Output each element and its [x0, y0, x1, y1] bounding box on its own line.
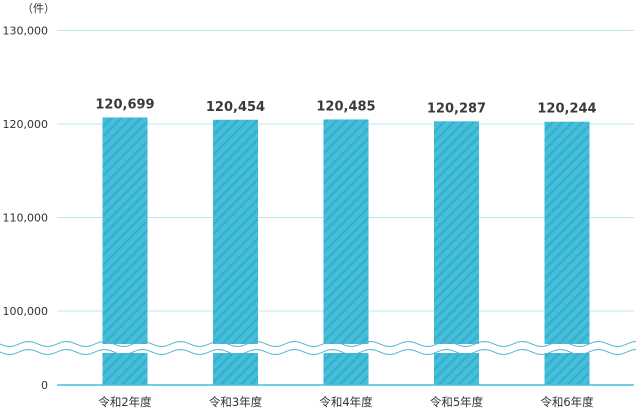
value-label: 120,244 — [537, 102, 596, 117]
bar — [544, 121, 590, 385]
category-label: 令和3年度 — [209, 395, 263, 409]
unit-label: （件） — [22, 2, 55, 15]
category-labels: 令和2年度 令和3年度 令和4年度 令和5年度 令和6年度 — [98, 395, 594, 409]
axis-break — [0, 341, 636, 355]
y-tick-label: 0 — [41, 379, 48, 392]
break-band — [0, 344, 636, 353]
y-tick-label: 100,000 — [3, 305, 49, 318]
bar — [434, 121, 479, 385]
bar — [213, 119, 258, 385]
bars — [102, 117, 590, 386]
bar — [323, 119, 369, 386]
category-label: 令和4年度 — [319, 395, 373, 409]
break-line-upper — [0, 341, 636, 347]
break-line-lower — [0, 349, 636, 355]
value-label: 120,454 — [206, 100, 265, 115]
category-label: 令和6年度 — [540, 395, 594, 409]
y-tick-label: 110,000 — [3, 212, 49, 225]
category-label: 令和2年度 — [98, 395, 152, 409]
category-label: 令和5年度 — [430, 395, 484, 409]
y-tick-label: 120,000 — [3, 118, 49, 131]
y-axis-ticks: 0 100,000 110,000 120,000 130,000 — [3, 25, 49, 393]
value-label: 120,485 — [316, 99, 375, 114]
value-label: 120,287 — [427, 101, 486, 116]
y-tick-label: 130,000 — [3, 25, 49, 38]
bar — [102, 117, 148, 385]
value-label: 120,699 — [95, 97, 154, 112]
value-labels: 120,699 120,454 120,485 120,287 120,244 — [95, 97, 596, 116]
